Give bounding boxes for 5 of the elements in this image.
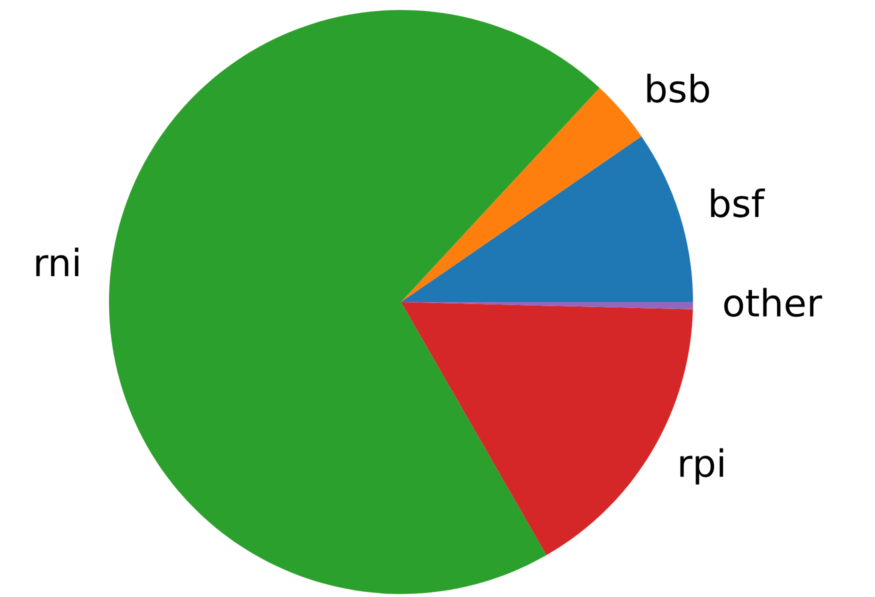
slice-label: other xyxy=(724,288,822,317)
slice-label: rni xyxy=(36,248,78,276)
slice-label: bsb xyxy=(647,74,710,103)
slice-label: rpi xyxy=(680,448,724,485)
slice-label: bsf xyxy=(711,188,765,218)
